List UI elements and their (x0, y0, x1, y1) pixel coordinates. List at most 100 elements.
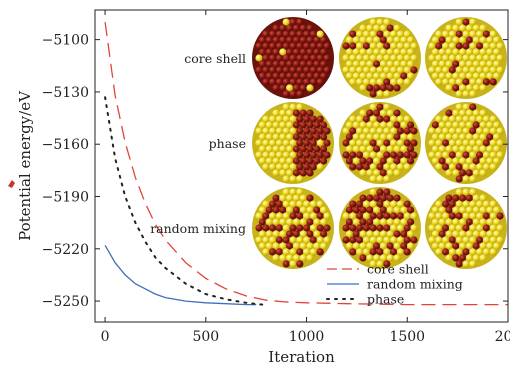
atom (472, 24, 480, 32)
atom (459, 48, 467, 56)
atom (452, 48, 460, 56)
atom (482, 30, 490, 38)
atom (356, 30, 364, 38)
atom (383, 18, 391, 26)
atom (309, 115, 317, 123)
atom (462, 236, 470, 244)
atom (393, 48, 401, 56)
atom (303, 200, 311, 208)
atom (410, 212, 418, 220)
atom (465, 254, 473, 262)
atom (455, 18, 463, 26)
atom (448, 127, 456, 135)
atom (359, 218, 367, 226)
atom (393, 145, 401, 153)
atom (393, 230, 401, 238)
atom (296, 30, 304, 38)
atom (320, 60, 328, 68)
atom (296, 42, 304, 50)
atom (442, 78, 450, 86)
atom (462, 18, 470, 26)
atom (299, 206, 307, 214)
atom (393, 121, 401, 129)
atom (455, 236, 463, 244)
atom (445, 109, 453, 117)
atom (438, 121, 446, 129)
atom (438, 60, 446, 68)
atom (345, 72, 353, 80)
atom (345, 230, 353, 238)
atom (366, 194, 374, 202)
atom (279, 169, 287, 177)
atom (393, 109, 401, 117)
atom (269, 200, 277, 208)
atom (306, 24, 314, 32)
atom (383, 260, 391, 268)
atom (410, 54, 418, 62)
atom (435, 224, 443, 232)
atom (462, 248, 470, 256)
atom (272, 121, 280, 129)
atom (390, 163, 398, 171)
atom (316, 139, 324, 147)
atom (403, 66, 411, 74)
atom (272, 36, 280, 44)
atom (452, 145, 460, 153)
atom (479, 169, 487, 177)
atom (448, 54, 456, 62)
atom (462, 90, 470, 98)
atom (323, 212, 331, 220)
atom (472, 121, 480, 129)
atom (428, 42, 436, 50)
atom (452, 84, 460, 92)
atom (383, 30, 391, 38)
atom (286, 133, 294, 141)
atom (258, 242, 266, 250)
atom (472, 60, 480, 68)
atom (376, 212, 384, 220)
atom (479, 121, 487, 129)
atom (442, 54, 450, 62)
atom (376, 260, 384, 268)
atom (359, 121, 367, 129)
atom (462, 66, 470, 74)
atom (349, 236, 357, 244)
atom (383, 66, 391, 74)
atom (299, 109, 307, 117)
atom (345, 133, 353, 141)
atom (303, 212, 311, 220)
atom (272, 206, 280, 214)
atom (469, 90, 477, 98)
atom (386, 60, 394, 68)
atom (292, 242, 300, 250)
atom (292, 194, 300, 202)
atom (282, 175, 290, 183)
atom (279, 218, 287, 226)
atom (469, 260, 477, 268)
atom (476, 42, 484, 50)
atom (296, 90, 304, 98)
atom (438, 230, 446, 238)
atom (272, 24, 280, 32)
atom (286, 254, 294, 262)
atom (482, 151, 490, 159)
atom (272, 84, 280, 92)
atom (472, 194, 480, 202)
atom (455, 42, 463, 50)
atom (303, 248, 311, 256)
atom (366, 206, 374, 214)
atom (469, 151, 477, 159)
atom (272, 194, 280, 202)
atom (383, 127, 391, 135)
atom (352, 242, 360, 250)
atom (469, 163, 477, 171)
atom (383, 236, 391, 244)
atom (482, 78, 490, 86)
atom (262, 127, 270, 135)
atom (309, 66, 317, 74)
atom (383, 163, 391, 171)
atom (362, 42, 370, 50)
atom (255, 151, 263, 159)
atom (435, 127, 443, 135)
plot-frame (94, 9, 509, 323)
